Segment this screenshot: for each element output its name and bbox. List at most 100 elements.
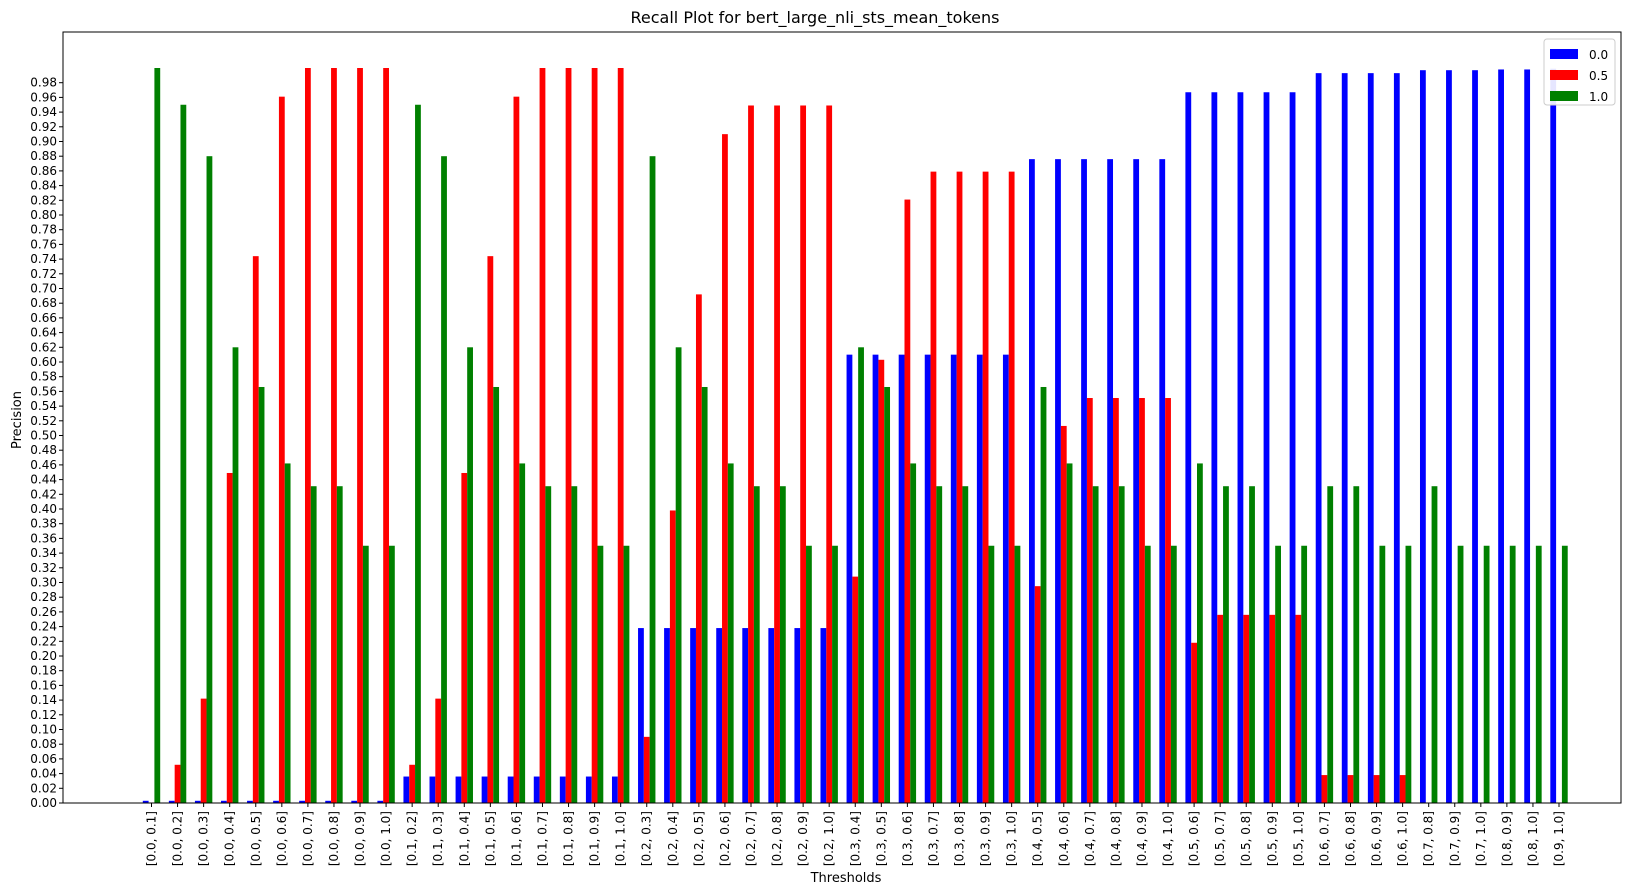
x-tick-label: [0.7, 0.9] (1448, 811, 1462, 866)
bar-series-1_0-46 (1353, 486, 1360, 803)
x-tick-label: [0.2, 0.8] (770, 811, 784, 866)
bar-series-0_5-19 (643, 736, 650, 803)
bar-series-1_0-43 (1275, 545, 1281, 803)
bar-series-1_0-29 (910, 463, 917, 803)
bar-series-0_0-36 (1081, 159, 1087, 803)
bar-series-0_0-49 (1419, 70, 1426, 803)
bar-series-1_0-32 (988, 545, 995, 803)
y-tick-label: 0.34 (30, 546, 57, 560)
x-tick-label: [0.0, 0.2] (171, 811, 185, 866)
bar-series-0_0-12 (455, 776, 462, 803)
y-tick-label: 0.84 (30, 179, 57, 193)
bar-series-0_5-5 (278, 96, 285, 804)
x-tick-label: [0.1, 0.2] (405, 811, 419, 866)
bar-series-0_5-12 (461, 472, 468, 803)
bar-series-1_0-35 (1066, 463, 1073, 803)
bar-series-0_5-35 (1060, 425, 1067, 803)
y-tick-label: 0.90 (30, 135, 57, 149)
x-tick-label: [0.1, 0.6] (509, 811, 523, 866)
bar-series-0_0-10 (403, 776, 410, 803)
bar-series-0_0-28 (872, 354, 879, 803)
x-tick-label: [0.0, 0.6] (275, 811, 289, 866)
bar-series-0_5-29 (904, 199, 911, 803)
bar-series-0_0-18 (611, 776, 618, 803)
y-tick-label: 0.06 (30, 752, 57, 766)
bar-series-0_0-15 (533, 776, 540, 803)
x-tick-label: [0.5, 0.9] (1265, 811, 1279, 866)
bar-series-0_5-43 (1269, 614, 1276, 803)
bar-series-1_0-19 (649, 156, 656, 803)
bar-series-0_5-32 (982, 171, 989, 803)
bar-series-0_0-26 (820, 628, 827, 803)
x-tick-label: [0.5, 1.0] (1291, 811, 1305, 866)
bar-series-1_0-2 (206, 156, 213, 803)
bar-series-0_5-4 (252, 256, 259, 803)
bar-series-1_0-37 (1118, 486, 1125, 803)
y-tick-label: 0.64 (30, 326, 57, 340)
bar-series-0_5-48 (1399, 775, 1406, 803)
bar-series-0_0-22 (716, 628, 723, 803)
bar-series-1_0-30 (936, 486, 943, 803)
y-tick-label: 0.50 (30, 429, 57, 443)
bar-series-0_5-9 (383, 68, 389, 803)
bar-series-1_0-9 (388, 545, 395, 803)
bar-series-0_0-0 (142, 800, 149, 803)
y-tick-label: 0.42 (30, 487, 57, 501)
bar-series-1_0-48 (1405, 545, 1412, 803)
bar-series-0_0-39 (1159, 159, 1166, 803)
y-axis-ticks: 0.000.020.040.060.080.100.120.140.160.18… (30, 76, 63, 810)
bar-series-0_5-45 (1321, 775, 1328, 803)
bar-series-0_5-10 (409, 764, 416, 803)
bar-series-0_5-34 (1034, 586, 1041, 803)
bar-series-0_0-23 (742, 628, 749, 803)
bar-series-1_0-10 (415, 104, 421, 803)
x-tick-label: [0.0, 0.8] (327, 811, 341, 866)
bar-series-0_5-47 (1373, 775, 1380, 803)
bar-series-1_0-47 (1379, 545, 1386, 803)
x-tick-label: [0.1, 0.8] (562, 811, 576, 866)
bar-series-1_0-8 (362, 545, 369, 803)
y-tick-label: 0.16 (30, 678, 57, 692)
bar-series-0_0-24 (768, 628, 775, 803)
bar-series-0_5-22 (722, 134, 728, 803)
bar-series-0_5-33 (1008, 171, 1015, 803)
y-tick-label: 0.04 (30, 767, 57, 781)
y-tick-label: 0.86 (30, 164, 57, 178)
bar-series-1_0-42 (1249, 486, 1255, 803)
x-tick-label: [0.3, 0.4] (848, 811, 862, 866)
x-tick-label: [0.1, 0.7] (535, 811, 549, 866)
bar-series-0_0-52 (1498, 69, 1504, 804)
y-tick-label: 0.68 (30, 296, 57, 310)
bar-series-1_0-15 (545, 486, 552, 803)
bar-series-1_0-17 (597, 545, 604, 803)
y-tick-label: 0.88 (30, 149, 57, 163)
bar-series-1_0-3 (232, 347, 239, 803)
x-tick-label: [0.7, 0.8] (1422, 811, 1436, 866)
y-tick-label: 0.22 (30, 634, 57, 648)
bar-series-0_5-6 (304, 68, 311, 803)
x-tick-label: [0.0, 0.9] (353, 811, 367, 866)
bar-series-1_0-44 (1301, 545, 1308, 803)
bar-series-1_0-23 (753, 486, 760, 803)
x-tick-label: [0.5, 0.7] (1213, 811, 1227, 866)
bar-series-0_5-31 (956, 171, 963, 803)
bar-series-1_0-38 (1144, 545, 1151, 803)
x-tick-label: [0.6, 0.8] (1343, 811, 1357, 866)
bar-series-0_0-44 (1289, 92, 1296, 803)
bar-series-1_0-13 (493, 386, 500, 803)
legend-label-0_0: 0.0 (1589, 48, 1608, 62)
bar-series-0_0-2 (194, 800, 201, 803)
bar-series-1_0-41 (1223, 486, 1229, 803)
y-tick-label: 0.60 (30, 355, 57, 369)
x-tick-label: [0.4, 0.5] (1031, 811, 1045, 866)
x-tick-label: [0.1, 1.0] (614, 811, 628, 866)
bar-series-0_5-40 (1191, 642, 1197, 803)
bar-series-0_0-21 (690, 628, 696, 803)
y-tick-label: 0.78 (30, 223, 57, 237)
legend: 0.0 0.5 1.0 (1543, 38, 1616, 106)
y-tick-label: 0.58 (30, 370, 57, 384)
y-tick-label: 0.52 (30, 414, 57, 428)
x-tick-label: [0.4, 1.0] (1161, 811, 1175, 866)
bar-series-0_0-48 (1393, 73, 1400, 803)
x-tick-label: [0.0, 0.4] (223, 811, 237, 866)
